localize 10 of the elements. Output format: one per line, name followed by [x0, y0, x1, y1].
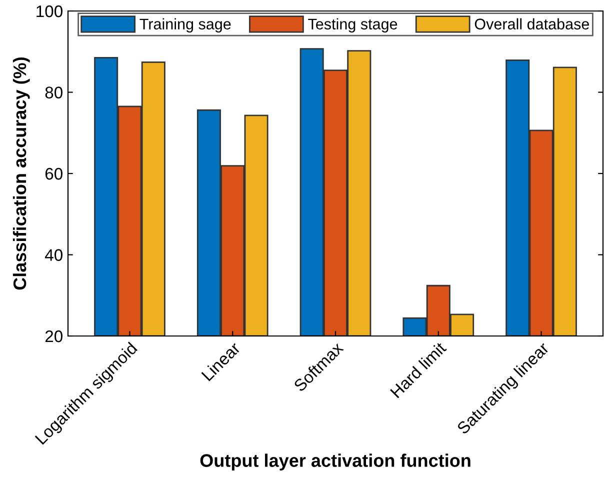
y-tick-label: 100 — [36, 5, 62, 18]
y-tick-label: 40 — [44, 249, 62, 261]
legend-label: Testing stage — [308, 18, 398, 33]
legend-label: Training sage — [140, 18, 231, 33]
y-tick-label: 20 — [45, 330, 62, 342]
x-axis-title: Output layer activation function — [200, 454, 470, 471]
y-axis-title: Classification accuracy (%) — [12, 57, 30, 290]
y-tick-label: 60 — [45, 168, 62, 180]
y-tick-label: 80 — [45, 86, 62, 98]
legend-label: Overall database — [474, 18, 589, 30]
